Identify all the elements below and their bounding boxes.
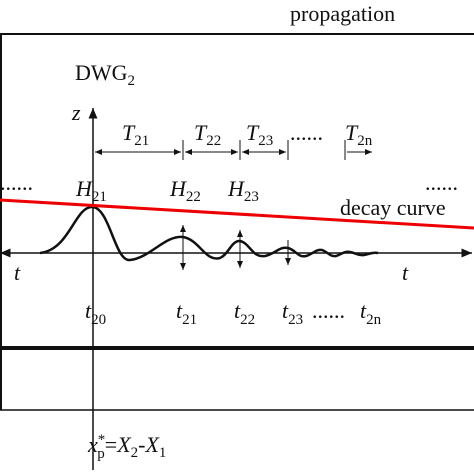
period: T23 [246, 120, 273, 149]
formula-eq: = [105, 432, 117, 457]
frame [0, 33, 474, 470]
time-sub: 20 [91, 312, 106, 328]
decay-label: decay curve [340, 195, 446, 220]
period-main: T [194, 120, 208, 145]
time-sub: 22 [240, 312, 255, 328]
formula-sub: p [97, 446, 105, 462]
height-main: H [169, 176, 187, 201]
height: H21 [75, 176, 107, 205]
formula: x* p=X2-X1 [87, 432, 166, 462]
height-sub: 22 [186, 189, 201, 205]
period-sub: 2n [357, 133, 373, 149]
formula-b: X [144, 432, 160, 457]
height-main: H [227, 176, 245, 201]
height-sub: 23 [244, 189, 259, 205]
height: H22 [169, 176, 201, 205]
header-title: propagation [290, 1, 395, 26]
period-sub: 23 [258, 133, 273, 149]
time-sub: 2n [366, 312, 382, 328]
period-ellipsis: ...... [290, 120, 323, 145]
time: t2n [360, 298, 382, 328]
formula-a-sub: 2 [131, 445, 139, 461]
time-sub: 23 [288, 312, 303, 328]
height: H23 [227, 176, 259, 205]
label-main: DWG [75, 60, 128, 85]
left-ellipsis: ...... [0, 170, 33, 195]
period-sub: 22 [206, 133, 221, 149]
label-sub: 2 [128, 73, 136, 89]
time-ellipsis: ...... [312, 298, 345, 323]
period: T21 [122, 120, 149, 149]
decay-curve [0, 198, 474, 230]
height-main: H [75, 176, 93, 201]
time: t23 [282, 298, 303, 328]
period-main: T [345, 120, 359, 145]
time-main: t [234, 298, 241, 323]
formula-minus: - [138, 432, 145, 457]
period-sub: 21 [134, 133, 149, 149]
period-main: T [246, 120, 260, 145]
time: t21 [176, 298, 197, 328]
time-axis-label: t [14, 260, 21, 285]
period: T22 [194, 120, 221, 149]
axis-label: z [71, 100, 81, 125]
formula-sup: * [98, 432, 106, 448]
right-ellipsis: ...... [425, 170, 458, 195]
time-main: t [176, 298, 183, 323]
time-sub: 21 [182, 312, 197, 328]
time-main: t [282, 298, 289, 323]
panel-label: DWG2 [75, 60, 135, 89]
formula-b-sub: 1 [159, 445, 167, 461]
formula-var: x [87, 432, 98, 457]
period-main: T [122, 120, 136, 145]
formula-a: X [116, 432, 132, 457]
time-main: t [85, 298, 92, 323]
time: t20 [85, 298, 106, 328]
time-main: t [360, 298, 367, 323]
time: t22 [234, 298, 255, 328]
height-sub: 21 [92, 189, 107, 205]
time-axis-label: t [402, 260, 409, 285]
period: T2n [345, 120, 373, 149]
